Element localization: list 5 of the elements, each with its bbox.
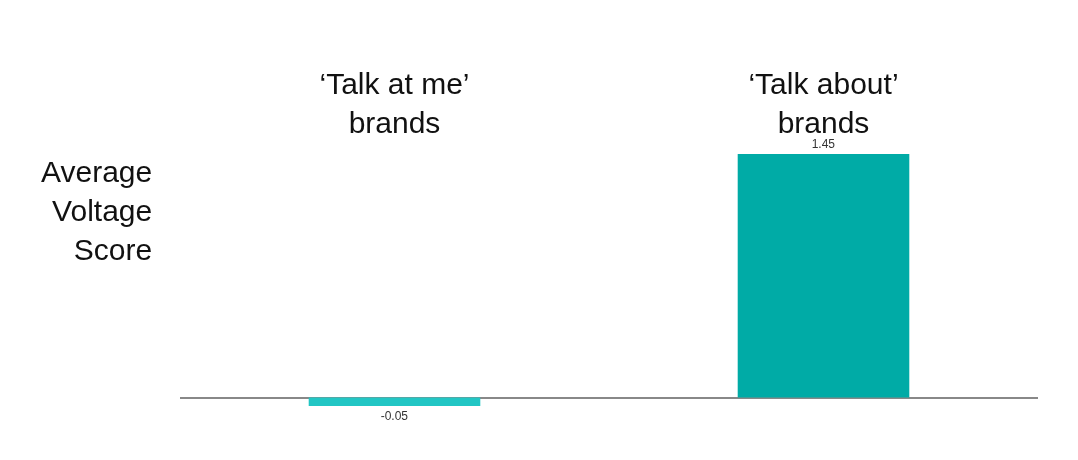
x-tick-label: ‘Talk at me’ brands — [319, 67, 470, 139]
data-label: 1.45 — [811, 137, 836, 151]
data-label: -0.05 — [380, 409, 409, 423]
x-tick-label: ‘Talk about’ brands — [748, 67, 899, 139]
y-axis-title: Average Voltage Score — [41, 155, 153, 266]
